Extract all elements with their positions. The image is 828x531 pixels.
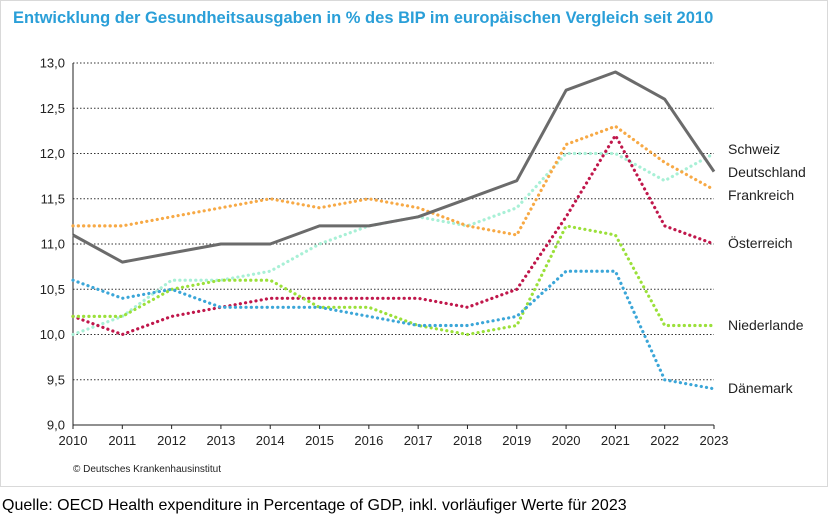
x-tick-label: 2022 — [650, 433, 679, 448]
line-chart: 9,0 9,5 10,0 10,5 11,0 11,5 12,0 12,5 13,0 2010 20… — [40, 56, 806, 449]
y-tick-label: 10,5 — [40, 282, 65, 297]
x-tick-label: 2010 — [59, 433, 88, 448]
series-label-niederlande: Niederlande — [728, 317, 804, 333]
y-tick-label: 11,0 — [41, 237, 65, 252]
copyright-note: © Deutsches Krankenhausinstitut — [73, 464, 222, 475]
source-line: Quelle: OECD Health expenditure in Perce… — [2, 497, 627, 514]
series-line-deutschland — [72, 70, 716, 264]
series-line-niederlande — [71, 224, 716, 337]
chart-title: Entwicklung der Gesundheitsausgaben in %… — [13, 9, 714, 27]
series-label-schweiz: Schweiz — [728, 141, 780, 157]
x-tick-label: 2017 — [404, 433, 433, 448]
series-line-schweiz — [71, 151, 716, 337]
y-tick-label: 13,0 — [40, 56, 65, 71]
x-tick-label: 2013 — [206, 433, 235, 448]
series-line-frankreich — [71, 124, 716, 237]
x-tick-label: 2023 — [700, 433, 729, 448]
x-tick-label: 2012 — [157, 433, 186, 448]
x-tick-label: 2016 — [354, 433, 383, 448]
series-label-frankreich: Frankreich — [728, 187, 794, 203]
series-label-oesterreich: Österreich — [728, 234, 793, 251]
y-tick-label: 11,5 — [41, 191, 65, 206]
series-label-daenemark: Dänemark — [728, 380, 794, 396]
x-tick-label: 2021 — [601, 433, 630, 448]
x-tick-label: 2014 — [256, 433, 285, 448]
series-label-deutschland: Deutschland — [728, 164, 806, 180]
x-tick-label: 2020 — [552, 433, 581, 448]
chart-panel: Entwicklung der Gesundheitsausgaben in %… — [0, 0, 828, 487]
x-tick-label: 2019 — [502, 433, 531, 448]
x-tick-label: 2018 — [453, 433, 482, 448]
x-tick-label: 2015 — [305, 433, 334, 448]
y-tick-label: 12,0 — [40, 146, 65, 161]
x-tick-label: 2011 — [108, 433, 136, 448]
y-tick-label: 9,0 — [47, 418, 65, 433]
series-line-daenemark — [71, 269, 716, 391]
y-tick-label: 12,5 — [40, 101, 65, 116]
series-line-oesterreich — [71, 133, 716, 337]
y-tick-label: 9,5 — [47, 372, 65, 387]
y-tick-label: 10,0 — [40, 327, 65, 342]
